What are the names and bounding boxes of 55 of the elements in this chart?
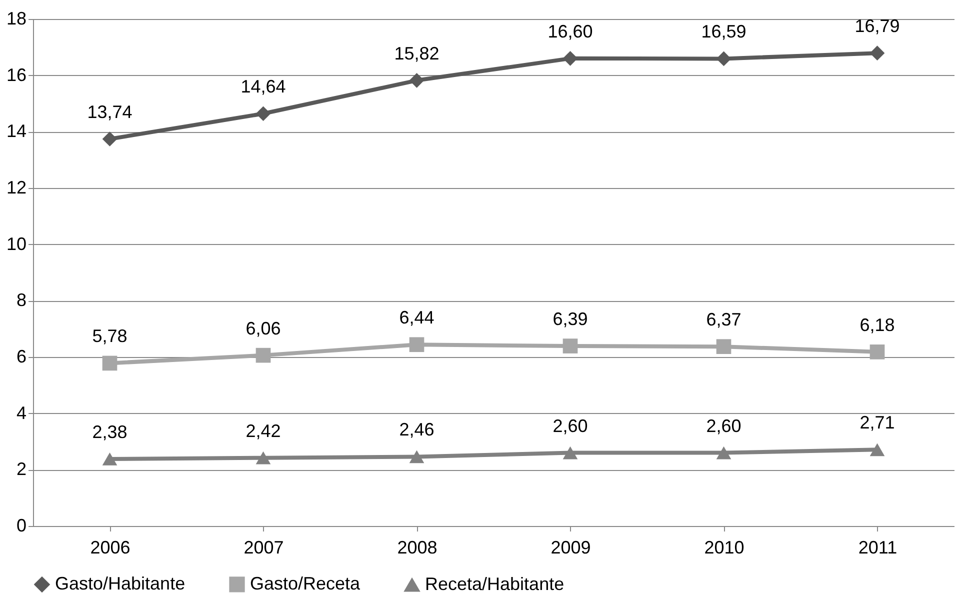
point	[102, 452, 118, 466]
y-tick-label: 4	[16, 402, 26, 423]
data-label: 2,60	[552, 416, 588, 436]
point	[562, 51, 578, 66]
point	[409, 72, 424, 88]
point	[562, 338, 578, 354]
y-tick-label: 10	[6, 234, 26, 254]
y-tick-label: 16	[6, 64, 26, 85]
data-label: 14,64	[240, 76, 286, 97]
data-label: 6,39	[552, 309, 588, 330]
point	[256, 451, 271, 464]
point	[562, 446, 578, 460]
y-tick-label: 12	[6, 178, 26, 198]
legend-label: Receta/Habitante	[425, 574, 564, 594]
point	[716, 51, 732, 66]
point	[409, 450, 424, 464]
legend-label: Gasto/Receta	[250, 573, 362, 594]
point	[256, 348, 271, 363]
x-tick-label: 2008	[397, 538, 438, 558]
data-label: 6,18	[860, 314, 895, 335]
data-label: 13,74	[87, 102, 132, 122]
data-label: 6,37	[706, 310, 742, 330]
data-label: 2,42	[246, 420, 281, 441]
point	[256, 106, 271, 122]
point	[716, 446, 732, 460]
x-tick-label: 2006	[90, 538, 130, 558]
point	[716, 339, 732, 354]
y-tick-label: 0	[16, 516, 26, 536]
point	[102, 132, 118, 146]
y-tick-label: 8	[16, 290, 26, 310]
y-tick-label: 18	[6, 8, 26, 28]
data-label: 2,46	[399, 420, 434, 440]
data-label: 6,06	[246, 318, 281, 338]
x-tick-label: 2009	[550, 538, 591, 558]
x-tick-label: 2007	[244, 538, 284, 558]
data-label: 15,82	[394, 43, 440, 64]
point	[870, 344, 885, 360]
data-label: 16,59	[701, 22, 746, 42]
y-tick-label: 14	[6, 121, 26, 142]
data-label: 6,44	[399, 308, 434, 328]
point	[409, 337, 424, 352]
legend-label: Gasto/Habitante	[55, 573, 186, 594]
data-label: 2,38	[92, 422, 128, 442]
data-label: 16,79	[854, 16, 900, 36]
data-label: 2,71	[860, 412, 895, 433]
point	[870, 46, 885, 60]
y-tick-label: 6	[16, 346, 26, 366]
data-label: 5,78	[92, 326, 128, 346]
point	[102, 356, 118, 371]
x-tick-label: 2011	[858, 538, 898, 558]
y-tick-label: 2	[16, 459, 26, 480]
data-label: 2,60	[706, 416, 742, 436]
point	[870, 443, 885, 456]
data-label: 16,60	[548, 21, 593, 42]
x-tick-label: 2010	[704, 538, 744, 558]
